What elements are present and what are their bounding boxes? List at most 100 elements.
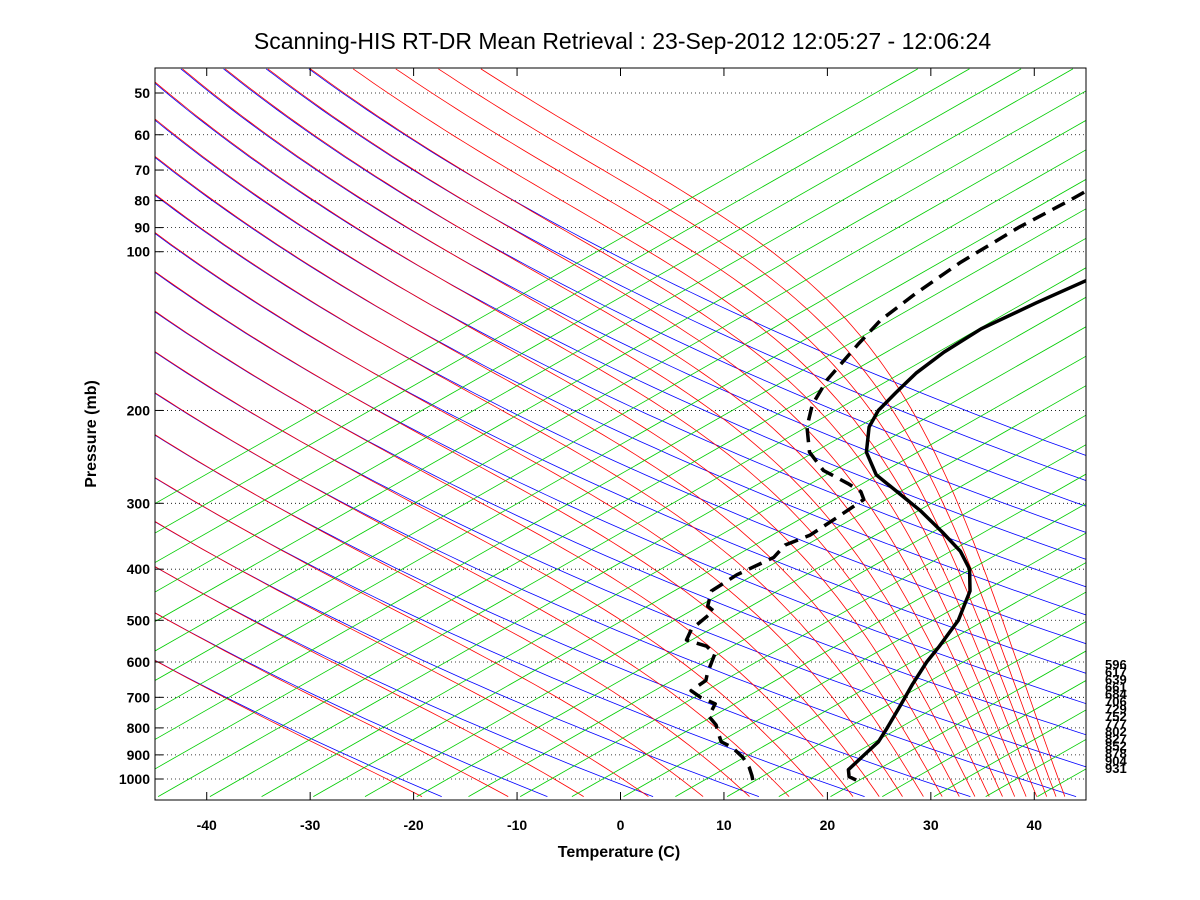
right-height-label: 752 bbox=[1105, 709, 1127, 724]
dry-adiabat-350 bbox=[155, 233, 1086, 674]
temperature-profile bbox=[846, 278, 1086, 782]
moist-adiabat-310 bbox=[155, 392, 790, 797]
y-tick-label: 50 bbox=[134, 85, 150, 101]
y-tick-label: 1000 bbox=[119, 771, 150, 787]
right-height-label: 777 bbox=[1105, 716, 1127, 731]
right-height-label: 596 bbox=[1105, 657, 1127, 672]
dry-adiabat-430 bbox=[308, 68, 1086, 456]
dry-adiabat-270 bbox=[155, 566, 654, 797]
mixing-ratio-line bbox=[985, 738, 1086, 797]
dry-adiabat-380 bbox=[155, 119, 1086, 588]
moist-adiabat-270 bbox=[155, 566, 584, 797]
moist-adiabat-340 bbox=[155, 271, 880, 797]
mixing-ratio-line bbox=[155, 68, 970, 534]
x-tick-label: -20 bbox=[403, 817, 423, 833]
dry-adiabat-290 bbox=[155, 477, 865, 797]
moist-adiabat-440 bbox=[352, 68, 1038, 797]
x-tick-label: 20 bbox=[820, 817, 836, 833]
moist-adiabat-400 bbox=[182, 68, 990, 797]
mixing-ratio-line bbox=[468, 444, 1086, 797]
moist-adiabat-410 bbox=[224, 68, 1003, 797]
moist-adiabat-380 bbox=[155, 118, 960, 797]
mixing-ratio-line bbox=[261, 326, 1086, 797]
right-height-label: 852 bbox=[1105, 739, 1127, 754]
data-series bbox=[684, 189, 1086, 782]
dry-adiabat-390 bbox=[155, 82, 1086, 560]
chart-title: Scanning-HIS RT-DR Mean Retrieval : 23-S… bbox=[253, 28, 992, 54]
y-axis-label: Pressure (mb) bbox=[83, 380, 100, 488]
mixing-ratio-line bbox=[155, 90, 1086, 622]
right-height-label: 706 bbox=[1105, 694, 1127, 709]
moist-adiabat-430 bbox=[310, 68, 1027, 797]
dry-adiabat-400 bbox=[180, 68, 1086, 533]
dry-adiabat-300 bbox=[155, 434, 971, 797]
mixing-ratio-line bbox=[830, 650, 1086, 797]
y-tick-label: 90 bbox=[134, 220, 150, 236]
mixing-ratio-line bbox=[155, 237, 1086, 770]
y-tick-label: 400 bbox=[127, 561, 151, 577]
y-tick-label: 80 bbox=[134, 193, 150, 209]
y-tick-label: 900 bbox=[127, 747, 151, 763]
dry-adiabat-370 bbox=[155, 157, 1086, 616]
right-height-label: 729 bbox=[1105, 702, 1127, 717]
dry-adiabat-280 bbox=[155, 521, 760, 797]
right-height-label: 802 bbox=[1105, 724, 1127, 739]
dry-adiabat-250 bbox=[155, 659, 442, 797]
right-height-label: 617 bbox=[1105, 664, 1127, 679]
moist-adiabat-250 bbox=[155, 660, 423, 797]
mixing-ratio-line bbox=[155, 68, 1022, 564]
moist-adiabat-260 bbox=[155, 612, 509, 797]
mixing-ratio-line bbox=[155, 68, 918, 505]
right-height-label: 661 bbox=[1105, 679, 1127, 694]
moist-adiabat-320 bbox=[155, 351, 824, 797]
y-tick-label: 60 bbox=[134, 127, 150, 143]
x-axis-label: Temperature (C) bbox=[558, 844, 680, 861]
y-tick-label: 200 bbox=[127, 402, 151, 418]
y-tick-label: 100 bbox=[127, 244, 151, 260]
x-tick-label: -10 bbox=[507, 817, 527, 833]
mixing-ratio-line bbox=[882, 680, 1086, 797]
mixing-ratio-line bbox=[933, 709, 1086, 797]
mixing-ratio-line bbox=[155, 149, 1086, 681]
moist-adiabat-450 bbox=[395, 68, 1048, 797]
moist-adiabat-370 bbox=[155, 155, 943, 797]
mixing-ratio-line bbox=[155, 68, 1074, 593]
dry-adiabat-340 bbox=[155, 271, 1086, 705]
dewpoint-profile bbox=[684, 189, 1086, 781]
mixing-ratio-line bbox=[520, 473, 1086, 797]
dry-adiabat-410 bbox=[223, 68, 1086, 507]
mixing-ratio-line bbox=[313, 355, 1086, 797]
right-height-label: 827 bbox=[1105, 731, 1127, 746]
mixing-ratio-line bbox=[155, 208, 1086, 740]
mixing-ratio-line bbox=[157, 267, 1086, 797]
right-height-label: 639 bbox=[1105, 672, 1127, 687]
plot-frame bbox=[154, 67, 1087, 801]
axis-ticks: -40 -30 -20 -10 0 10 20 30 40 50 60 70 80 90 100 200 300… bbox=[119, 68, 1042, 833]
mixing-ratio-line bbox=[778, 621, 1086, 797]
moist-adiabat-420 bbox=[267, 68, 1016, 797]
moist-adiabat-390 bbox=[155, 81, 976, 797]
mixing-ratio-line bbox=[675, 562, 1086, 797]
x-tick-label: 30 bbox=[923, 817, 939, 833]
right-height-label: 684 bbox=[1105, 687, 1127, 702]
x-tick-label: -30 bbox=[300, 817, 320, 833]
moist-adiabat-360 bbox=[155, 193, 924, 797]
mixing-ratio-line bbox=[155, 178, 1086, 711]
right-height-labels: 5966176396616847067297527778028278528789… bbox=[1105, 657, 1127, 776]
moist-adiabat-300 bbox=[155, 434, 750, 797]
right-height-label: 904 bbox=[1105, 754, 1127, 769]
moist-adiabat-460 bbox=[438, 68, 1057, 797]
dry-adiabat-260 bbox=[155, 612, 548, 797]
dry-adiabat-420 bbox=[265, 68, 1086, 482]
y-tick-label: 70 bbox=[134, 162, 150, 178]
mixing-ratio-line bbox=[209, 296, 1086, 797]
mixing-ratio-line bbox=[623, 532, 1086, 797]
mixing-ratio-line bbox=[155, 119, 1086, 652]
y-tick-label: 800 bbox=[127, 720, 151, 736]
y-tick-label: 500 bbox=[127, 612, 151, 628]
dry-adiabat-360 bbox=[155, 194, 1086, 645]
background-lines bbox=[155, 68, 1086, 797]
y-tick-label: 700 bbox=[127, 689, 151, 705]
mixing-ratio-line bbox=[726, 591, 1086, 797]
